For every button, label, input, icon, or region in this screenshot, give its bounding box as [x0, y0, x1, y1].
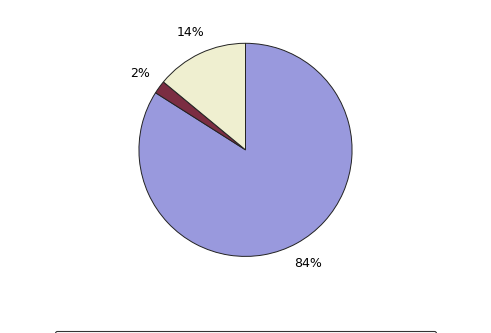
- Wedge shape: [156, 82, 246, 150]
- Legend: Wages & Salaries, Employee Benefits, Operating Expenses: Wages & Salaries, Employee Benefits, Ope…: [55, 331, 436, 333]
- Wedge shape: [164, 43, 246, 150]
- Text: 84%: 84%: [294, 257, 322, 270]
- Text: 14%: 14%: [176, 26, 204, 39]
- Text: 2%: 2%: [131, 67, 150, 80]
- Wedge shape: [139, 43, 352, 256]
